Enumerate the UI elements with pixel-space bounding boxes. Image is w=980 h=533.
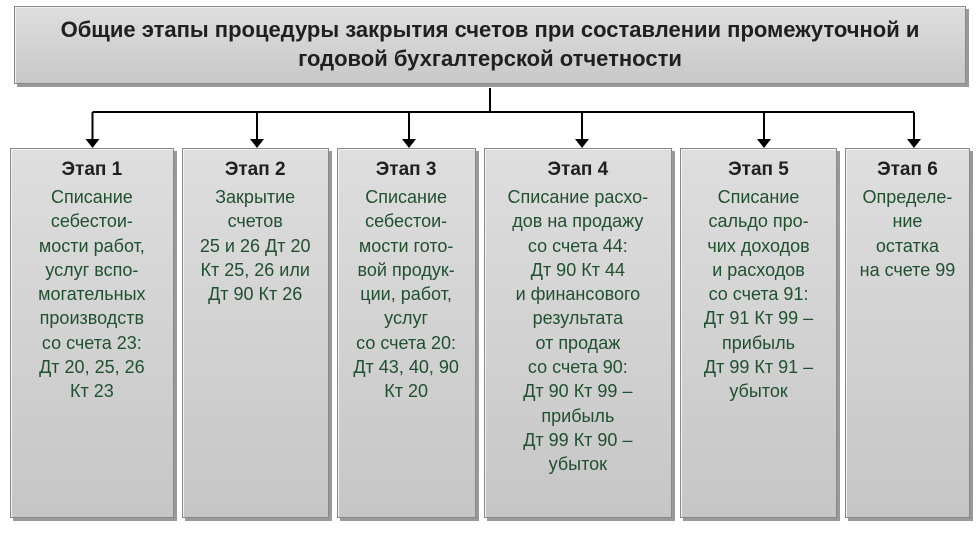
connectors-svg: [0, 88, 980, 148]
stage-title-4: Этап 4: [548, 159, 609, 181]
stage-box-2: Этап 2 Закрытие счетов 25 и 26 Дт 20 Кт 2…: [182, 148, 329, 518]
stage-body-3: Списание себестои- мости гото- вой проду…: [353, 185, 459, 404]
stage-body-6: Определе- ние остатка на счете 99: [860, 185, 956, 282]
stage-box-4: Этап 4 Списание расхо- дов на продажу со …: [484, 148, 673, 518]
stage-box-6: Этап 6 Определе- ние остатка на счете 99: [845, 148, 970, 518]
stage-body-4: Списание расхо- дов на продажу со счета …: [508, 185, 649, 477]
stage-body-1: Списание себестои- мости работ, услуг вс…: [38, 185, 145, 404]
stage-body-5: Списание сальдо про- чих доходов и расхо…: [704, 185, 813, 404]
stage-title-2: Этап 2: [225, 159, 286, 181]
header-text: Общие этапы процедуры закрытия счетов пр…: [35, 16, 945, 73]
stage-title-5: Этап 5: [728, 159, 789, 181]
stage-title-1: Этап 1: [62, 159, 123, 181]
stage-box-5: Этап 5 Списание сальдо про- чих доходов и…: [680, 148, 837, 518]
stage-title-6: Этап 6: [877, 159, 938, 181]
stage-body-2: Закрытие счетов 25 и 26 Дт 20 Кт 25, 26 …: [200, 185, 311, 306]
stages-row: Этап 1 Списание себестои- мости работ, ус…: [10, 148, 970, 518]
header-box: Общие этапы процедуры закрытия счетов пр…: [14, 6, 966, 84]
stage-title-3: Этап 3: [376, 159, 437, 181]
stage-box-1: Этап 1 Списание себестои- мости работ, ус…: [10, 148, 174, 518]
stage-box-3: Этап 3 Списание себестои- мости гото- вой…: [337, 148, 476, 518]
